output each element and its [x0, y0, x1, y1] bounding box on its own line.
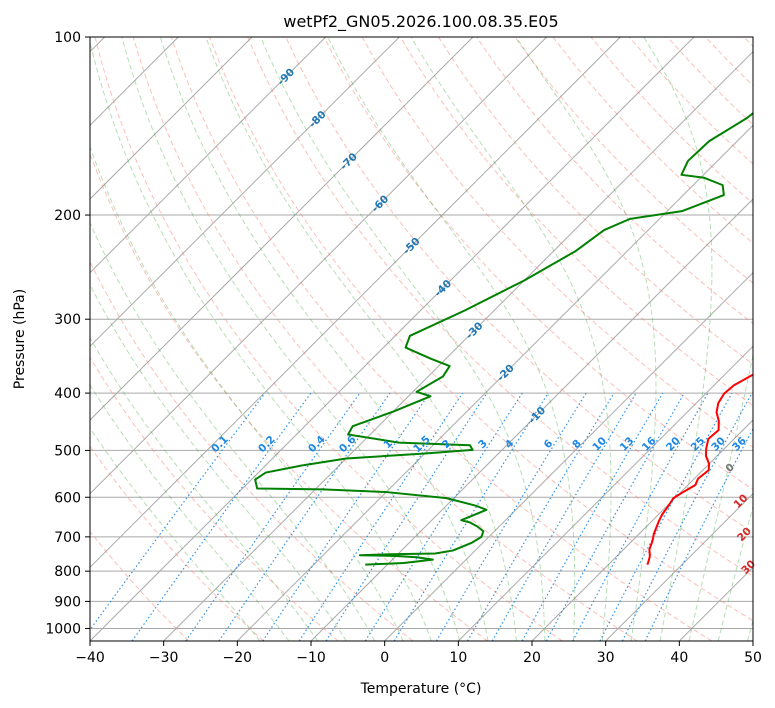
- moist-adiabat-24: [327, 37, 576, 641]
- y-tick-label-300: 300: [54, 312, 81, 328]
- y-tick-label-1000: 1000: [45, 621, 81, 637]
- moist-adiabat--8: [90, 283, 347, 641]
- mixing-ratio-line-10: [491, 392, 637, 641]
- moist-adiabats: [90, 37, 753, 641]
- moist-adiabat-36: [643, 37, 713, 641]
- dry-adiabat-60: [247, 37, 753, 577]
- isotherm--100: [90, 37, 253, 200]
- temperature-line: [646, 373, 753, 565]
- dry-adiabat--20: [90, 445, 264, 641]
- y-tick-label-400: 400: [54, 386, 81, 402]
- dry-adiabat-110: [438, 37, 753, 365]
- dry-adiabat-40: [170, 37, 712, 641]
- chart-title: wetPf2_GN05.2026.100.08.35.E05: [283, 12, 558, 32]
- moist-adiabat--16: [90, 383, 290, 641]
- y-tick-label-600: 600: [54, 490, 81, 506]
- isotherm--40: [90, 37, 695, 641]
- x-tick-label-10: 10: [449, 650, 467, 666]
- dry-adiabat-20: [94, 37, 563, 641]
- mixing-ratio-line-1: [262, 392, 431, 641]
- plot-background: [90, 37, 753, 641]
- y-tick-label-100: 100: [54, 30, 81, 46]
- moist-adiabat-44: [717, 504, 753, 641]
- moist-adiabat-16: [205, 37, 517, 641]
- moist-adiabat--4: [90, 221, 376, 641]
- dry-adiabat-80: [323, 37, 753, 491]
- y-tick-label-200: 200: [54, 208, 81, 224]
- mixing-ratio-line-16: [545, 392, 685, 641]
- mixing-ratio-line-6: [435, 392, 587, 641]
- x-axis-label: Temperature (°C): [360, 681, 482, 697]
- y-axis-ticks: 100 200 300 400 500 600 700 800 900 1000: [45, 30, 90, 637]
- isotherm--70: [90, 37, 474, 421]
- y-axis-label: Pressure (hPa): [12, 289, 28, 389]
- mixing-ratio-line-4: [393, 392, 549, 641]
- isotherm--30: [163, 50, 753, 641]
- x-axis-ticks: −40 −30 −20 −10 0 10 20 30 40 50: [75, 641, 762, 666]
- dry-adiabat-130: [514, 37, 753, 284]
- mixing-ratio-line-1.5: [298, 392, 464, 641]
- dry-adiabat-0: [90, 260, 414, 641]
- x-tick-label--20: −20: [223, 650, 253, 666]
- mixing-ratio-line-3: [364, 392, 523, 641]
- x-tick-label-0: 0: [380, 650, 389, 666]
- isotherm--60: [90, 37, 548, 495]
- x-tick-label--30: −30: [149, 650, 179, 666]
- isotherm--90: [90, 37, 327, 274]
- isotherm--80: [90, 37, 400, 348]
- moist-adiabat-12: [159, 37, 489, 641]
- isotherm-0: [384, 271, 753, 641]
- mixing-ratio-line-0.2: [131, 392, 312, 641]
- isotherm-20: [531, 419, 753, 641]
- moist-adiabat-0: [90, 145, 404, 641]
- moist-adiabat-28: [410, 37, 612, 641]
- mixing-ratio-line-2: [325, 392, 488, 641]
- mixing-ratio-line-8: [466, 392, 615, 641]
- isotherm-10: [457, 345, 753, 641]
- sounding-series: [254, 111, 753, 566]
- dewpoint-line: [254, 111, 753, 566]
- y-tick-label-900: 900: [54, 594, 81, 610]
- moist-adiabat-32: [515, 37, 657, 641]
- x-tick-label-30: 30: [597, 650, 615, 666]
- x-tick-label-40: 40: [670, 650, 688, 666]
- dry-adiabat-100: [399, 37, 753, 407]
- dry-adiabat--30: [90, 530, 190, 641]
- x-tick-label--40: −40: [75, 650, 105, 666]
- dry-adiabat--10: [90, 356, 339, 641]
- x-tick-label-20: 20: [523, 650, 541, 666]
- mixing-ratio-line-13: [521, 392, 664, 641]
- mixing-ratio-line-36: [644, 427, 753, 641]
- y-tick-label-800: 800: [54, 564, 81, 580]
- moist-adiabat-40: [688, 352, 753, 641]
- isotherm--20: [236, 124, 753, 641]
- isotherm-grid: [90, 37, 753, 641]
- dry-adiabat-30: [132, 37, 638, 641]
- x-tick-label--10: −10: [296, 650, 326, 666]
- moist-adiabat-4: [90, 39, 432, 641]
- plot-frame: [89, 36, 754, 642]
- moist-adiabat-20: [260, 37, 546, 641]
- dry-adiabats: [90, 37, 753, 641]
- dry-adiabat-10: [90, 152, 488, 641]
- x-tick-label-50: 50: [744, 650, 762, 666]
- y-tick-label-500: 500: [54, 443, 81, 459]
- y-tick-label-700: 700: [54, 530, 81, 546]
- moist-adiabat-8: [121, 37, 461, 641]
- moist-adiabat--12: [90, 336, 319, 641]
- isotherm--50: [90, 37, 621, 569]
- mixing-ratio-lines: [90, 392, 753, 641]
- moist-adiabat--20: [90, 427, 261, 641]
- dry-adiabat-50: [209, 37, 753, 622]
- isotherm-30: [605, 492, 753, 641]
